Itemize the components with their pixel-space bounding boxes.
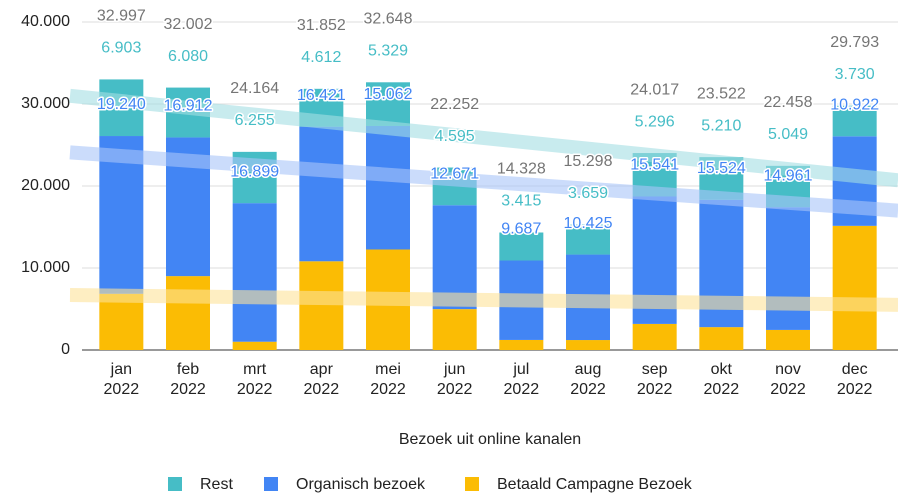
bar-segment (766, 329, 810, 350)
total-label: 32.648 (364, 11, 413, 28)
x-tick-label: dec (842, 361, 868, 378)
bar-segment (699, 327, 744, 350)
bar-segment (832, 105, 877, 137)
x-tick-label: sep (642, 361, 668, 378)
bar-segment (566, 224, 610, 255)
bar-segment (832, 225, 877, 350)
x-tick-label: 2022 (370, 381, 406, 398)
data-label: 14.961 (764, 167, 813, 184)
legend-swatch (168, 477, 182, 491)
bar-segment (432, 205, 477, 310)
x-axis-title: Bezoek uit online kanalen (399, 431, 581, 448)
bar-segment (299, 261, 344, 350)
total-label: 22.458 (764, 94, 813, 111)
x-tick-label: mei (375, 361, 401, 378)
x-tick-label: jan (110, 361, 132, 378)
legend-label: Betaald Campagne Bezoek (497, 476, 693, 493)
total-label: 32.997 (97, 8, 146, 25)
data-label: 16.899 (230, 163, 279, 180)
x-tick-label: nov (775, 361, 801, 378)
bar-segment (366, 82, 410, 126)
x-tick-label: 2022 (304, 381, 340, 398)
x-tick-label: jul (512, 361, 529, 378)
trendline (69, 288, 898, 312)
bar-segment (99, 293, 144, 350)
x-tick-label: jun (443, 361, 465, 378)
total-label: 32.002 (164, 16, 213, 33)
data-label: 16.421 (297, 87, 346, 104)
x-tick-label: apr (310, 361, 334, 378)
x-tick-label: 2022 (437, 381, 473, 398)
total-label: 24.164 (230, 80, 279, 97)
data-label: 4.612 (301, 49, 341, 66)
data-label: 3.659 (568, 185, 608, 202)
total-label: 14.328 (497, 161, 546, 178)
y-tick-label: 10.000 (21, 259, 70, 276)
data-label: 19.240 (97, 96, 146, 113)
data-label: 3.730 (835, 66, 875, 83)
x-tick-label: feb (177, 361, 199, 378)
total-label: 24.017 (630, 81, 679, 98)
bar-segment (566, 340, 610, 350)
data-label: 5.210 (701, 117, 741, 134)
legend-swatch (465, 477, 479, 491)
bar-segment (366, 125, 410, 250)
data-label: 10.425 (564, 215, 613, 232)
x-tick-label: mrt (243, 361, 267, 378)
bar-segment (232, 203, 277, 342)
total-label: 23.522 (697, 85, 746, 102)
total-label: 22.252 (430, 96, 479, 113)
x-tick-label: okt (711, 361, 733, 378)
data-label: 15.062 (364, 86, 413, 103)
total-label: 31.852 (297, 17, 346, 34)
x-tick-label: 2022 (170, 381, 206, 398)
data-label: 10.922 (830, 97, 879, 114)
data-label: 12.671 (430, 165, 479, 182)
x-tick-label: 2022 (637, 381, 673, 398)
trendline (69, 88, 898, 188)
bar-segment (632, 323, 677, 350)
bar-segment (432, 309, 477, 350)
data-label: 9.687 (501, 221, 541, 238)
x-tick-label: 2022 (237, 381, 273, 398)
bar-segment (166, 276, 210, 350)
x-tick-label: 2022 (570, 381, 606, 398)
bar-segment (499, 232, 544, 261)
data-label: 4.595 (435, 128, 475, 145)
bar-segment (299, 126, 344, 262)
data-label: 5.296 (635, 113, 675, 130)
data-label: 15.524 (697, 160, 746, 177)
total-label: 29.793 (830, 34, 879, 51)
total-label: 15.298 (564, 153, 613, 170)
data-label: 15.541 (630, 157, 679, 174)
bar-segment (232, 341, 277, 350)
legend-label: Organisch bezoek (296, 476, 426, 493)
trendline (69, 145, 898, 218)
data-label: 3.415 (501, 193, 541, 210)
data-label: 5.049 (768, 126, 808, 143)
data-label: 5.329 (368, 43, 408, 60)
x-tick-label: 2022 (770, 381, 806, 398)
data-label: 16.912 (164, 98, 213, 115)
x-tick-label: 2022 (837, 381, 873, 398)
y-tick-label: 20.000 (21, 177, 70, 194)
data-label: 6.903 (101, 40, 141, 57)
y-tick-label: 0 (61, 341, 70, 358)
data-label: 6.255 (235, 112, 275, 129)
x-tick-label: 2022 (704, 381, 740, 398)
bar-segment (499, 339, 544, 350)
x-tick-label: 2022 (504, 381, 540, 398)
y-tick-label: 40.000 (21, 13, 70, 30)
x-tick-label: aug (575, 361, 602, 378)
legend-swatch (264, 477, 278, 491)
data-label: 6.080 (168, 48, 208, 65)
bar-segment (766, 207, 810, 330)
y-tick-label: 30.000 (21, 95, 70, 112)
legend-label: Rest (200, 476, 233, 493)
x-tick-label: 2022 (104, 381, 140, 398)
